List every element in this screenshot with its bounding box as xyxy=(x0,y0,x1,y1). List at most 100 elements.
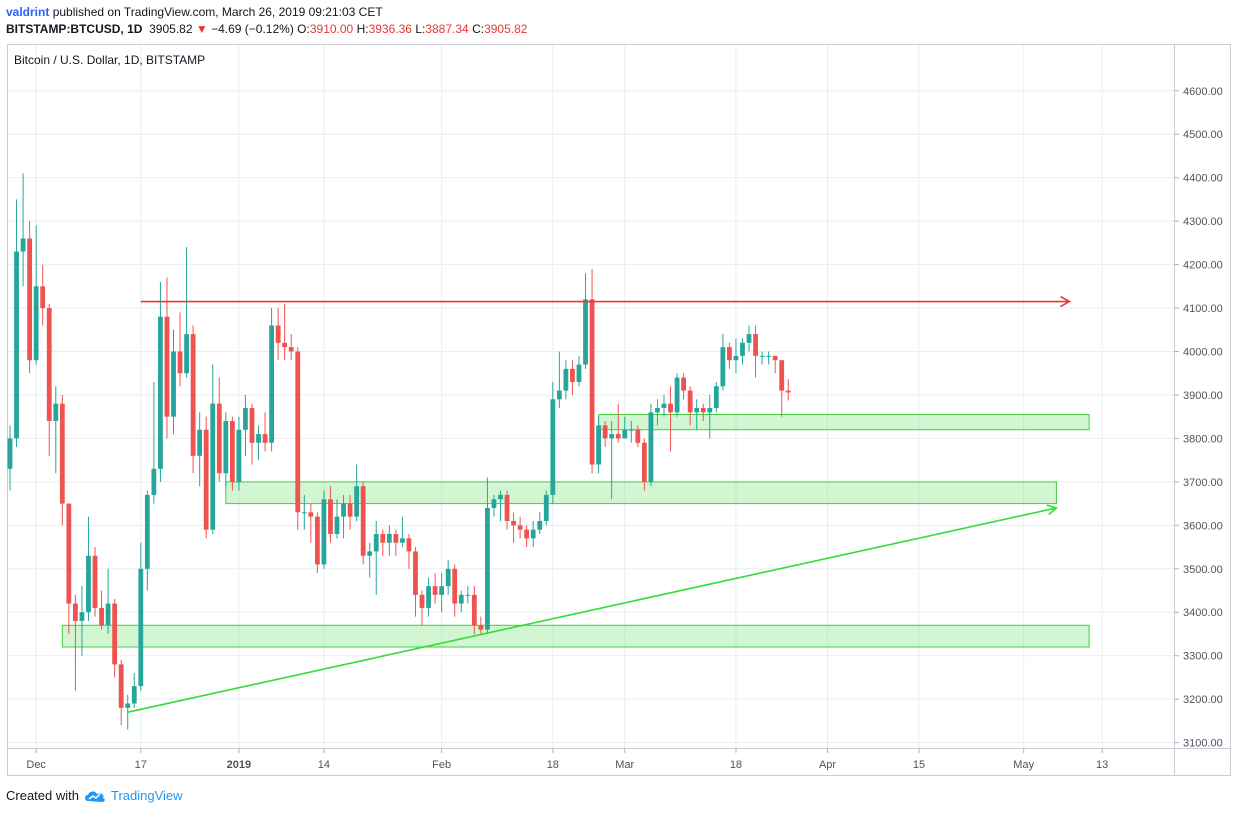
time-tick-label: Apr xyxy=(819,759,836,771)
candle-body xyxy=(674,377,680,413)
candle-body xyxy=(753,334,758,356)
candle xyxy=(20,173,26,287)
price-tick-label: 3800.00 xyxy=(1183,433,1223,445)
candle xyxy=(445,560,451,595)
author-name[interactable]: valdrint xyxy=(6,5,50,19)
candle xyxy=(367,542,373,578)
candle-body xyxy=(622,429,628,439)
candle xyxy=(485,477,490,634)
candle xyxy=(426,577,431,617)
candle xyxy=(27,221,33,374)
candle xyxy=(465,586,471,604)
candle-body xyxy=(576,364,582,382)
close-value: 3905.82 xyxy=(484,22,528,36)
candle xyxy=(229,416,235,491)
candle xyxy=(79,586,85,656)
candle xyxy=(314,512,320,574)
candle xyxy=(498,490,503,521)
candle-body xyxy=(445,568,451,587)
down-arrow-icon: ▼ xyxy=(195,22,208,36)
candle xyxy=(288,334,294,361)
time-tick-label: Dec xyxy=(26,759,46,771)
candle-body xyxy=(334,516,340,535)
candle xyxy=(262,412,268,452)
candle-body xyxy=(733,355,739,361)
candle-body xyxy=(256,434,261,443)
candle xyxy=(622,416,628,439)
candle-body xyxy=(386,534,392,543)
price-axis-labels: 4600.00 4500.00 4400.00 4300.00 4200.00 4100.… xyxy=(1174,86,1223,750)
price-tick-label: 3900.00 xyxy=(1183,390,1223,402)
candle xyxy=(105,568,111,634)
candle-body xyxy=(426,586,431,608)
candle-body xyxy=(615,434,621,439)
candle-body xyxy=(458,594,464,604)
candle-body xyxy=(465,594,471,596)
candle-body xyxy=(262,434,268,443)
candle xyxy=(144,490,150,591)
candle-body xyxy=(530,529,536,539)
candle-body xyxy=(609,434,615,439)
candle-body xyxy=(746,334,752,343)
price-tick-label: 3300.00 xyxy=(1183,651,1223,663)
candle-body xyxy=(694,408,700,413)
time-tick-label: May xyxy=(1013,759,1034,771)
candle xyxy=(33,225,39,365)
price-change: −4.69 (−0.12%) xyxy=(211,22,294,36)
candle xyxy=(602,421,608,448)
time-tick-label: 13 xyxy=(1096,759,1108,771)
time-tick-label: 18 xyxy=(547,759,559,771)
candle xyxy=(766,351,772,365)
candle xyxy=(759,351,765,365)
candle xyxy=(373,520,379,595)
candle-body xyxy=(419,594,425,608)
candle xyxy=(40,264,46,326)
price-tick-label: 3600.00 xyxy=(1183,520,1223,532)
tradingview-brand-link[interactable]: TradingView xyxy=(110,788,183,803)
tradingview-cloud-icon xyxy=(84,790,105,802)
candle xyxy=(171,329,176,435)
candle xyxy=(243,394,248,456)
candle-body xyxy=(478,625,484,630)
candle-body xyxy=(229,421,235,482)
candle xyxy=(570,360,575,395)
candle-body xyxy=(73,603,78,621)
candle xyxy=(655,399,660,426)
candle-body xyxy=(491,499,497,508)
symbol-info: BITSTAMP:BTCUSD, 1D 3905.82 ▼ −4.69 (−0.… xyxy=(6,22,527,36)
candle-body xyxy=(766,355,772,357)
candle xyxy=(504,490,510,530)
candle xyxy=(203,416,209,539)
candle xyxy=(190,325,196,474)
candle xyxy=(92,547,98,617)
candle-body xyxy=(713,386,719,408)
candle-body xyxy=(177,351,183,374)
candle xyxy=(14,199,19,448)
candle-body xyxy=(321,499,327,565)
time-tick-label: 2019 xyxy=(227,759,251,771)
candle xyxy=(694,399,700,430)
candle-body xyxy=(288,347,294,352)
price-tick-label: 3500.00 xyxy=(1183,564,1223,576)
candle xyxy=(511,512,516,543)
candle xyxy=(563,360,569,400)
candle-body xyxy=(308,512,314,517)
candle-body xyxy=(785,390,791,393)
candle-body xyxy=(471,594,477,626)
candle xyxy=(687,386,693,426)
candle-body xyxy=(550,399,556,495)
candle-body xyxy=(14,251,19,439)
candle xyxy=(576,355,582,387)
candle xyxy=(628,421,634,443)
candle-body xyxy=(589,299,595,465)
candle xyxy=(478,616,484,634)
created-with-text: Created with xyxy=(6,788,79,803)
candle-body xyxy=(151,468,157,495)
candle-body xyxy=(498,494,503,500)
time-tick-label: Mar xyxy=(615,759,634,771)
candle-body xyxy=(354,486,360,517)
price-tick-label: 4300.00 xyxy=(1183,216,1223,228)
candle-body xyxy=(197,429,203,456)
candle xyxy=(530,520,536,548)
